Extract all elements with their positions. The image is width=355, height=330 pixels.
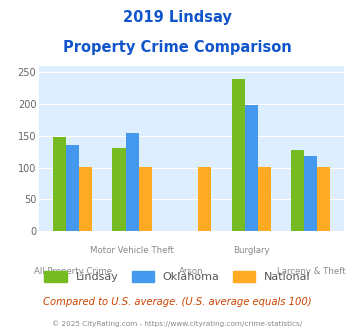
Text: Burglary: Burglary (233, 246, 269, 255)
Bar (258, 167, 271, 231)
Bar (317, 167, 331, 231)
Bar (66, 145, 79, 231)
Bar (304, 156, 317, 231)
Bar (126, 133, 139, 231)
Bar (113, 148, 126, 231)
Bar (79, 167, 92, 231)
Text: Property Crime Comparison: Property Crime Comparison (63, 40, 292, 54)
Legend: Lindsay, Oklahoma, National: Lindsay, Oklahoma, National (40, 266, 315, 286)
Bar (245, 105, 258, 231)
Text: Compared to U.S. average. (U.S. average equals 100): Compared to U.S. average. (U.S. average … (43, 297, 312, 307)
Bar (231, 79, 245, 231)
Bar (198, 167, 211, 231)
Bar (139, 167, 152, 231)
Text: All Property Crime: All Property Crime (33, 267, 111, 276)
Bar (53, 137, 66, 231)
Text: Larceny & Theft: Larceny & Theft (277, 267, 345, 276)
Text: © 2025 CityRating.com - https://www.cityrating.com/crime-statistics/: © 2025 CityRating.com - https://www.city… (53, 320, 302, 327)
Text: Motor Vehicle Theft: Motor Vehicle Theft (90, 246, 174, 255)
Bar (291, 150, 304, 231)
Text: 2019 Lindsay: 2019 Lindsay (123, 10, 232, 25)
Text: Arson: Arson (179, 267, 204, 276)
